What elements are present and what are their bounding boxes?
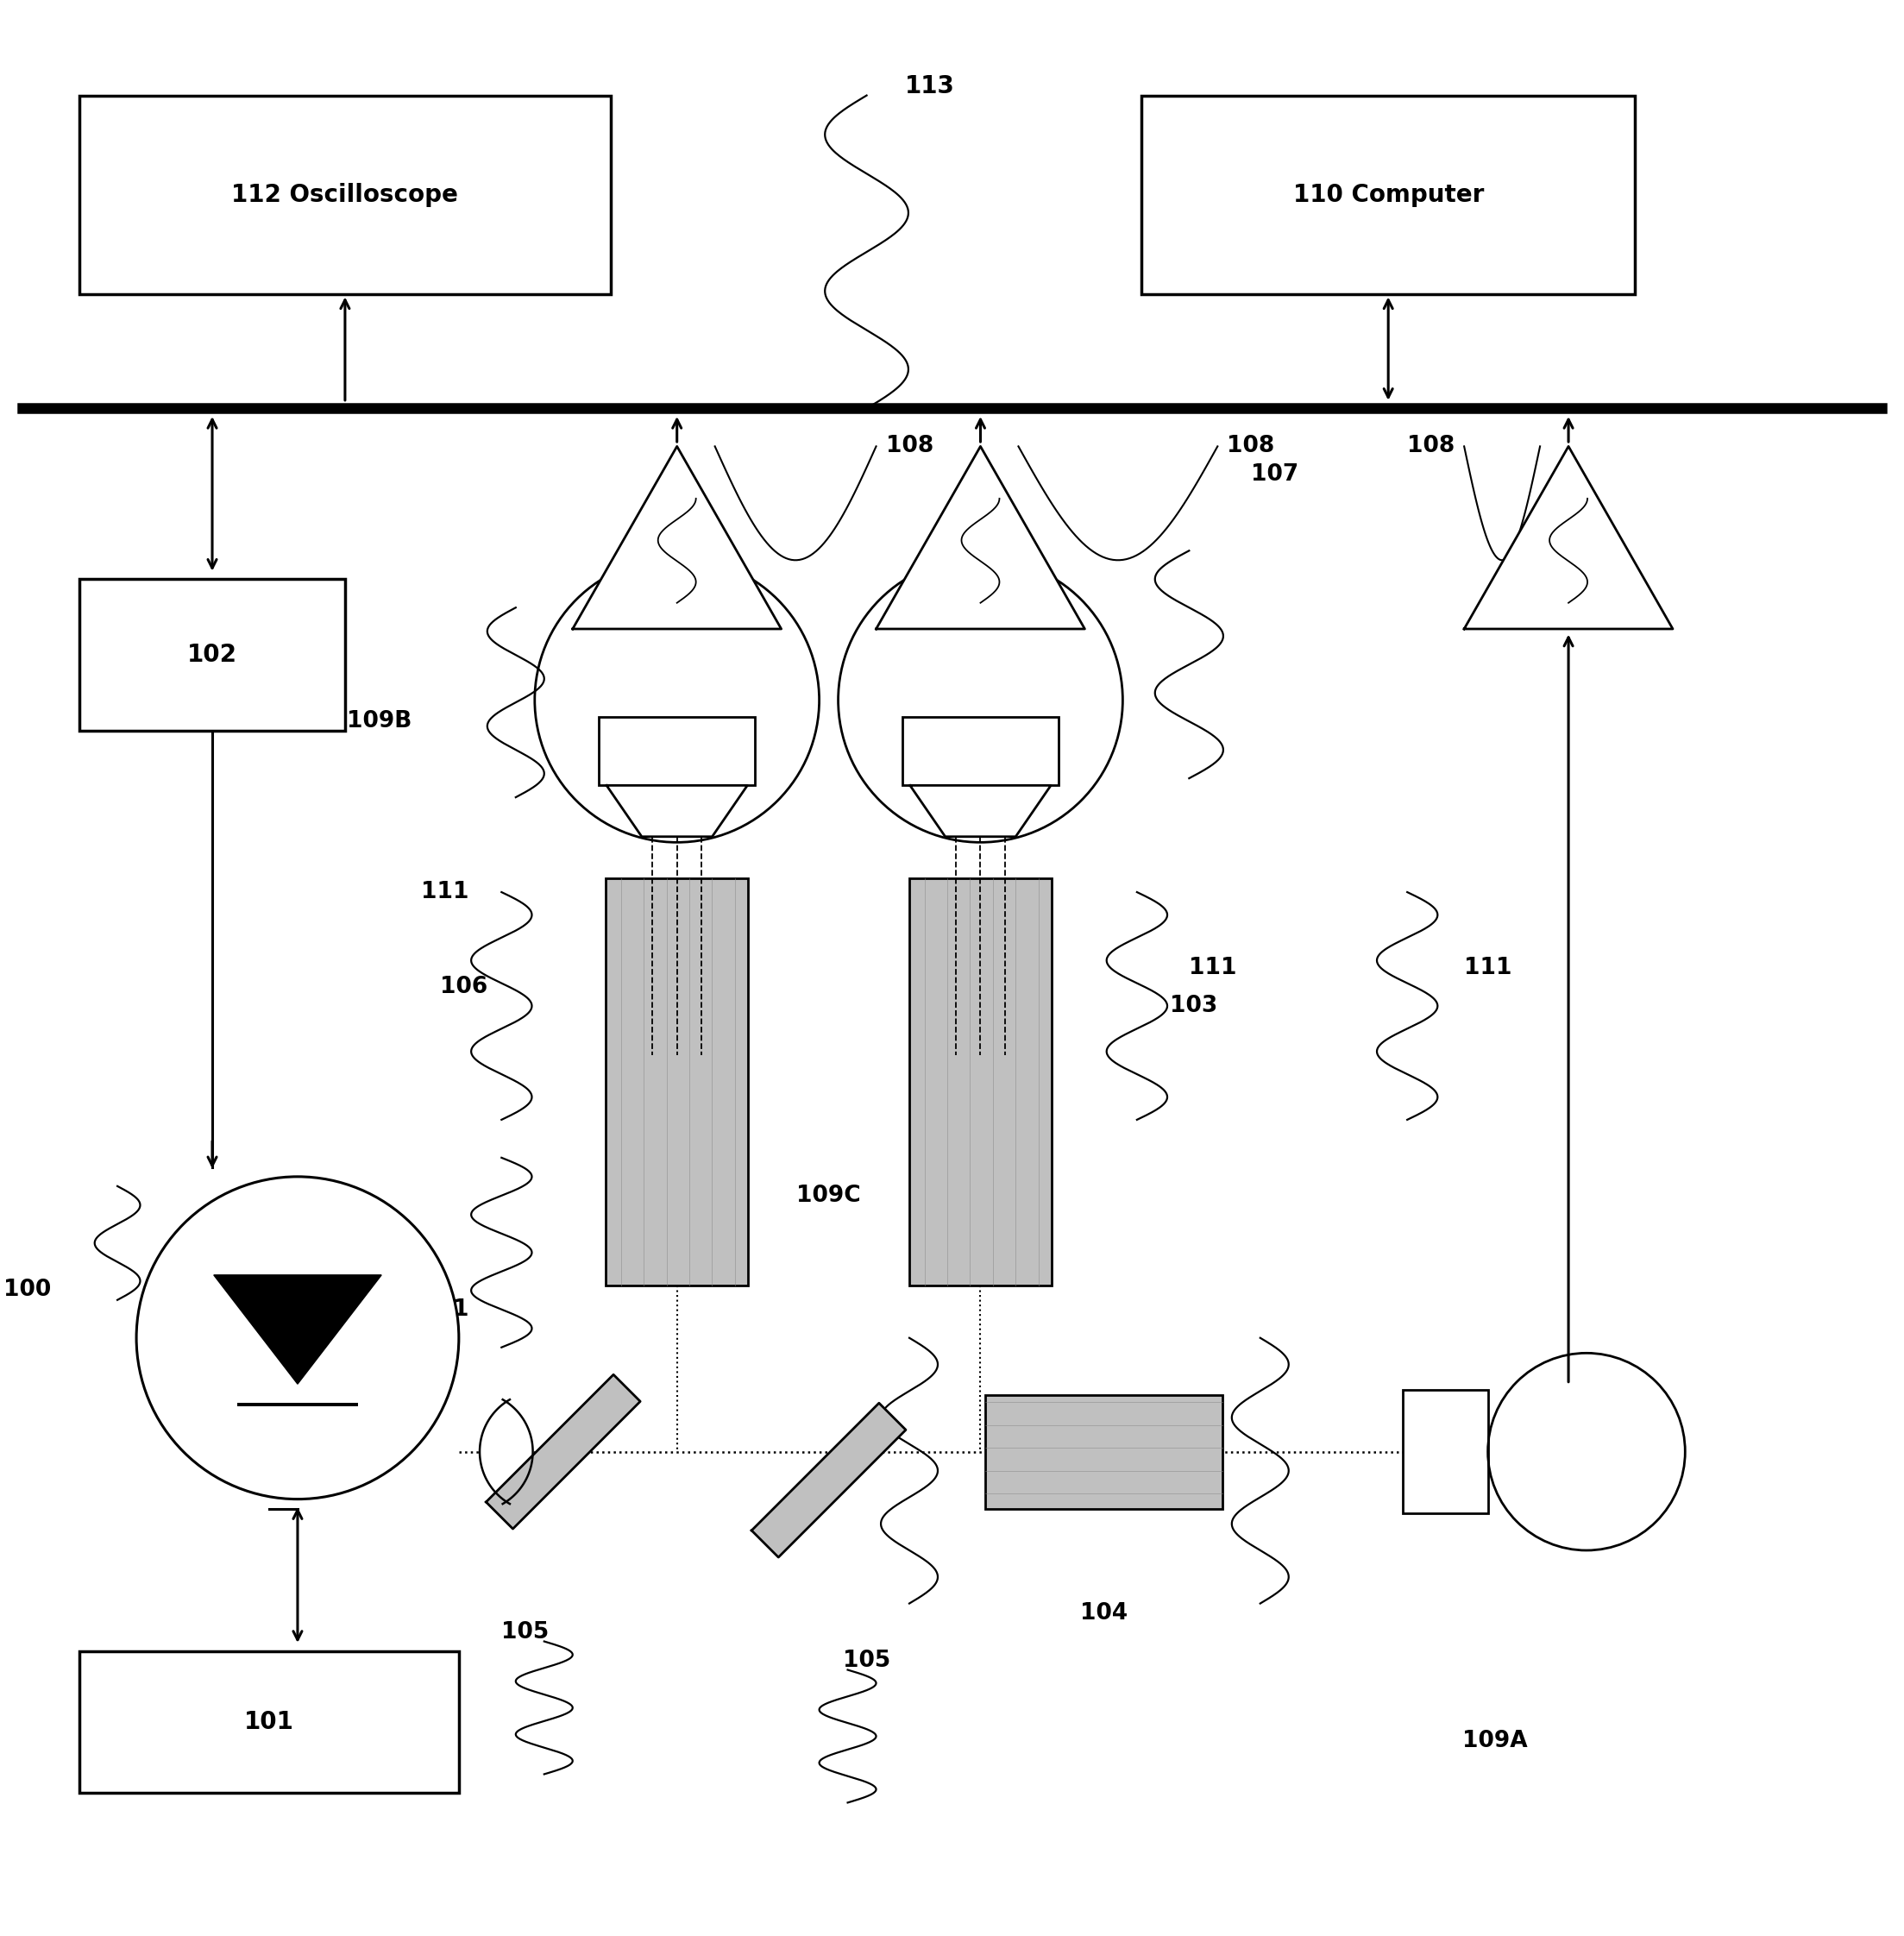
Text: 100: 100	[4, 1278, 51, 1301]
Polygon shape	[910, 786, 1051, 836]
Text: 108: 108	[1226, 436, 1274, 457]
Bar	[80, 1651, 459, 1793]
Text: 106: 106	[440, 976, 487, 999]
Polygon shape	[486, 1375, 640, 1529]
Bar	[80, 579, 345, 732]
Text: 108: 108	[1407, 436, 1455, 457]
Bar	[598, 716, 756, 786]
Text: 102: 102	[187, 643, 238, 668]
Text: 111: 111	[1464, 956, 1512, 980]
Text: 109A: 109A	[1462, 1729, 1527, 1752]
Bar	[910, 877, 1051, 1286]
Text: 110 Computer: 110 Computer	[1293, 182, 1483, 207]
Text: 107: 107	[1251, 463, 1299, 486]
Text: 111: 111	[1188, 956, 1238, 980]
Bar	[80, 95, 611, 294]
Polygon shape	[213, 1276, 381, 1384]
Polygon shape	[876, 447, 1085, 629]
Text: 111: 111	[421, 881, 468, 904]
Bar	[1142, 95, 1636, 294]
Bar	[605, 877, 748, 1286]
Bar	[902, 716, 1059, 786]
Text: 104: 104	[1080, 1601, 1127, 1624]
Text: 109B: 109B	[347, 711, 411, 732]
Bar	[1403, 1390, 1487, 1514]
Text: 113: 113	[904, 74, 954, 99]
Text: 105: 105	[501, 1620, 548, 1644]
Bar	[984, 1394, 1222, 1508]
Text: 103: 103	[1171, 995, 1219, 1016]
Text: 111: 111	[421, 1299, 468, 1320]
Circle shape	[137, 1177, 459, 1498]
Text: 101: 101	[244, 1709, 293, 1735]
Polygon shape	[573, 447, 781, 629]
Text: 109C: 109C	[796, 1185, 861, 1206]
Text: 112 Oscilloscope: 112 Oscilloscope	[232, 182, 459, 207]
Text: 105: 105	[843, 1649, 891, 1671]
Polygon shape	[752, 1404, 906, 1557]
Polygon shape	[607, 786, 748, 836]
Text: 108: 108	[885, 436, 933, 457]
Polygon shape	[1464, 447, 1674, 629]
